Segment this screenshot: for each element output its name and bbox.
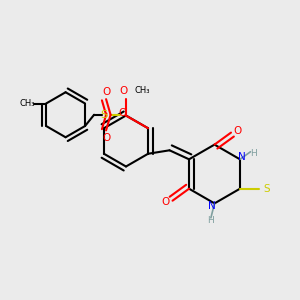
Text: S: S <box>100 110 107 120</box>
Text: CH₃: CH₃ <box>134 86 150 95</box>
Text: N: N <box>208 201 216 212</box>
Text: H: H <box>250 149 257 158</box>
Text: CH₃: CH₃ <box>20 99 35 108</box>
Text: H: H <box>208 216 214 225</box>
Text: O: O <box>233 126 242 136</box>
Text: O: O <box>102 87 110 97</box>
Text: S: S <box>264 184 270 194</box>
Text: O: O <box>162 197 170 207</box>
Text: N: N <box>238 152 246 162</box>
Text: O: O <box>119 85 128 96</box>
Text: O: O <box>102 133 110 143</box>
Text: O: O <box>118 108 127 118</box>
